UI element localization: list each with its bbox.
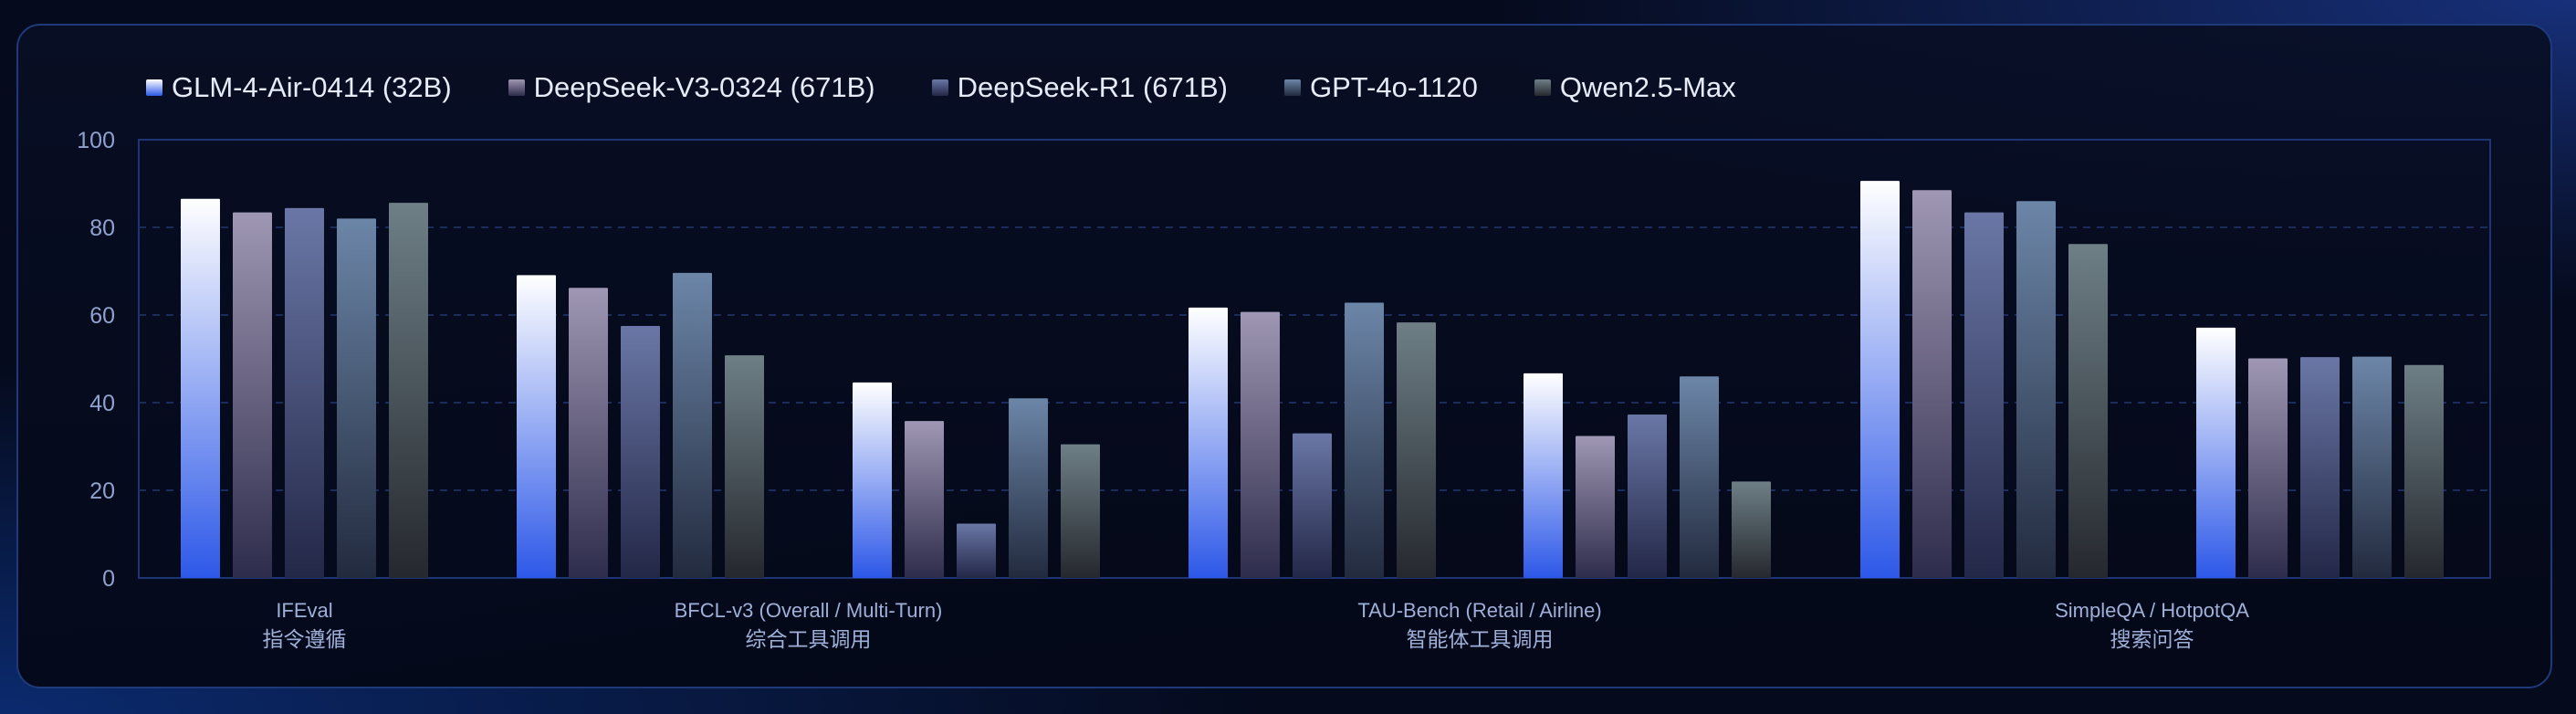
x-category-label: IFEval [276,599,332,622]
bar [1912,190,1952,578]
bar [1397,322,1436,578]
bar [181,198,220,579]
bar [1860,181,1900,578]
bar [905,421,944,578]
bar [1628,414,1667,578]
bar [337,218,376,578]
bar [2352,356,2392,578]
bar [285,207,324,578]
bar [1576,436,1615,578]
y-tick-label: 80 [89,215,115,241]
x-category-label-zh: 智能体工具调用 [1407,628,1554,652]
bar [2068,244,2108,578]
bar [1189,307,1228,578]
bar [1241,311,1280,578]
legend-swatch [146,79,162,96]
legend-label: Qwen2.5-Max [1559,71,1736,103]
bar [2300,357,2340,578]
legend-label: GLM-4-Air-0414 (32B) [172,71,452,103]
legend-swatch [1284,79,1301,96]
bar [2404,364,2444,578]
x-category-label-zh: 综合工具调用 [746,628,872,652]
y-tick-label: 40 [89,391,115,416]
y-tick-label: 20 [89,478,115,504]
bar [673,272,712,578]
bar [569,288,608,578]
bar [1345,302,1384,578]
legend-swatch [1534,79,1551,96]
bar [233,212,272,578]
legend-item: GPT-4o-1120 [1284,71,1478,104]
bar [2196,327,2236,578]
legend-item: Qwen2.5-Max [1534,71,1736,104]
legend-label: GPT-4o-1120 [1310,71,1478,103]
x-category-label: SimpleQA / HotpotQA [2055,599,2249,622]
bar [1680,376,1719,578]
legend-label: DeepSeek-V3-0324 (671B) [533,71,875,103]
y-tick-label: 60 [89,303,115,329]
x-category-label: TAU-Bench (Retail / Airline) [1357,599,1601,622]
x-category-label-zh: 指令遵循 [263,628,347,652]
bar [2016,201,2056,578]
bar [1293,433,1332,578]
legend: GLM-4-Air-0414 (32B) DeepSeek-V3-0324 (6… [146,69,1736,106]
bar [1964,212,2004,578]
bar [1524,373,1563,578]
bar [1009,398,1048,578]
bar [621,326,660,578]
legend-label: DeepSeek-R1 (671B) [957,71,1228,103]
legend-item: DeepSeek-R1 (671B) [931,71,1228,104]
bar [389,203,428,578]
bar [517,275,556,578]
x-category-label-zh: 搜索问答 [2110,628,2194,652]
y-tick-label: 0 [102,566,115,592]
y-tick-label: 100 [77,128,115,153]
legend-item: GLM-4-Air-0414 (32B) [146,71,452,104]
legend-item: DeepSeek-V3-0324 (671B) [508,71,875,104]
bar [1061,444,1100,578]
legend-swatch [931,79,948,96]
legend-swatch [508,79,525,96]
bar [1732,481,1771,578]
bar [2248,358,2288,578]
bar [853,382,892,578]
bar [725,355,764,578]
bar [957,523,996,578]
x-category-label: BFCL-v3 (Overall / Multi-Turn) [675,599,943,622]
